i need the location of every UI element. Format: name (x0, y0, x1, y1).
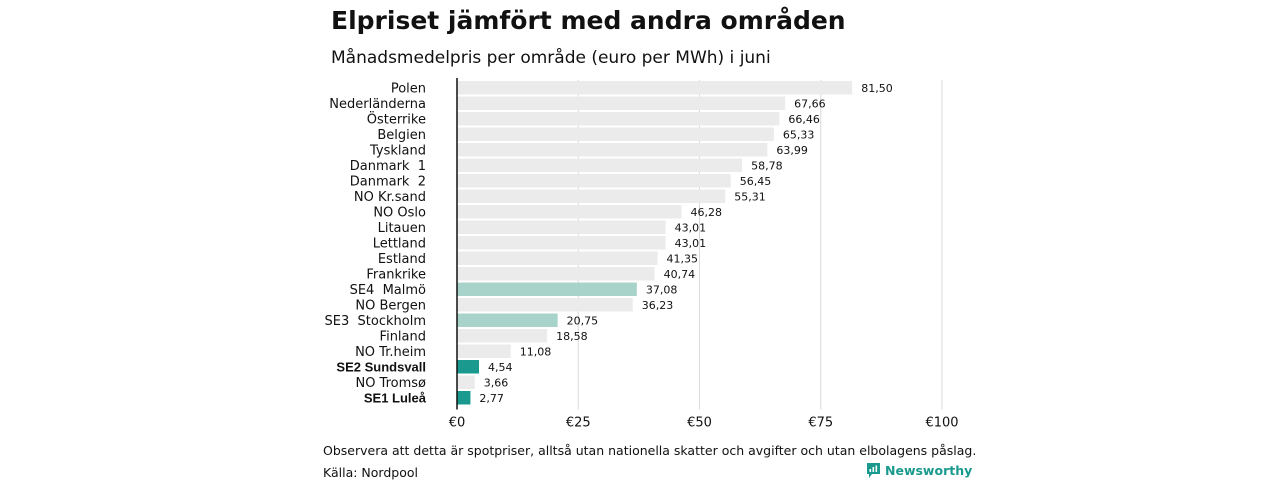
category-label: Danmark 2 (350, 174, 426, 189)
source-note: Källa: Nordpool (323, 465, 418, 480)
bar (457, 298, 633, 312)
bar (457, 174, 731, 188)
bar (457, 96, 786, 110)
bar (457, 143, 768, 157)
bar (457, 158, 743, 172)
category-labels: PolenNederländernaÖsterrikeBelgienTyskla… (325, 81, 427, 405)
category-label: SE1 Luleå (364, 390, 427, 405)
bars-group (457, 81, 853, 405)
bar (457, 251, 658, 265)
bar (457, 313, 558, 327)
category-label: Litauen (378, 221, 426, 236)
category-label: NO Kr.sand (354, 190, 426, 205)
bar (457, 127, 774, 141)
category-label: Frankrike (366, 267, 426, 282)
value-label: 66,46 (788, 113, 820, 126)
value-labels: 81,50 67,66 66,46 65,33 63,99 58,78 56,45 55,31… (479, 82, 892, 405)
bar-chart: PolenNederländernaÖsterrikeBelgienTyskla… (325, 78, 959, 431)
value-label: 4,54 (488, 361, 513, 374)
value-label: 2,77 (479, 392, 504, 405)
x-tick-label: €25 (566, 416, 591, 431)
value-label: 63,99 (776, 144, 808, 157)
bar (457, 220, 666, 234)
category-label: SE4 Malmö (350, 283, 426, 298)
value-label: 40,74 (664, 268, 696, 281)
value-label: 81,50 (861, 82, 893, 95)
category-label: NO Tromsø (355, 376, 426, 391)
value-label: 20,75 (567, 314, 599, 327)
value-label: 46,28 (690, 206, 722, 219)
value-label: 41,35 (667, 252, 699, 265)
bar (457, 282, 637, 296)
bar (457, 267, 655, 281)
value-label: 56,45 (740, 175, 772, 188)
category-label: SE3 Stockholm (325, 314, 426, 329)
brand-name: Newsworthy (885, 463, 973, 478)
value-label: 3,66 (484, 376, 509, 389)
category-label: Finland (380, 329, 426, 344)
value-label: 37,08 (646, 283, 678, 296)
bar (457, 375, 475, 389)
category-label: Tyskland (369, 143, 426, 158)
bar (457, 112, 780, 126)
value-label: 65,33 (783, 128, 815, 141)
value-label: 43,01 (675, 237, 707, 250)
value-label: 18,58 (556, 330, 588, 343)
value-label: 67,66 (794, 97, 826, 110)
category-label: Lettland (373, 236, 426, 251)
x-tick-label: €50 (687, 416, 712, 431)
x-axis-ticks: €0 €25 €50 €75 €100 (449, 416, 959, 431)
footnote: Observera att detta är spotpriser, allts… (323, 443, 977, 458)
category-label: NO Bergen (355, 298, 426, 313)
category-label: Nederländerna (329, 97, 426, 112)
value-label: 11,08 (520, 345, 552, 358)
category-label: Danmark 1 (350, 159, 426, 174)
chart-title: Elpriset jämfört med andra områden (331, 6, 846, 35)
bar (457, 189, 726, 203)
bar (457, 360, 480, 374)
bar (457, 236, 666, 250)
bar (457, 81, 853, 95)
newsworthy-logo-icon (867, 463, 880, 478)
bar (457, 329, 548, 343)
x-tick-label: €100 (925, 416, 958, 431)
bar (457, 205, 682, 219)
value-label: 43,01 (675, 221, 707, 234)
category-label: Polen (391, 81, 426, 96)
value-label: 55,31 (734, 190, 766, 203)
bar (457, 391, 471, 405)
value-label: 58,78 (751, 159, 783, 172)
category-label: NO Tr.heim (355, 345, 426, 360)
category-label: NO Oslo (373, 205, 426, 220)
value-label: 36,23 (642, 299, 674, 312)
category-label: SE2 Sundsvall (336, 359, 426, 374)
category-label: Estland (378, 252, 426, 267)
category-label: Österrike (367, 110, 426, 127)
x-tick-label: €0 (449, 416, 466, 431)
category-label: Belgien (377, 128, 426, 143)
bar (457, 344, 511, 358)
x-tick-label: €75 (808, 416, 833, 431)
chart-subtitle: Månadsmedelpris per område (euro per MWh… (331, 48, 771, 68)
brand-logo: Newsworthy (866, 462, 972, 479)
